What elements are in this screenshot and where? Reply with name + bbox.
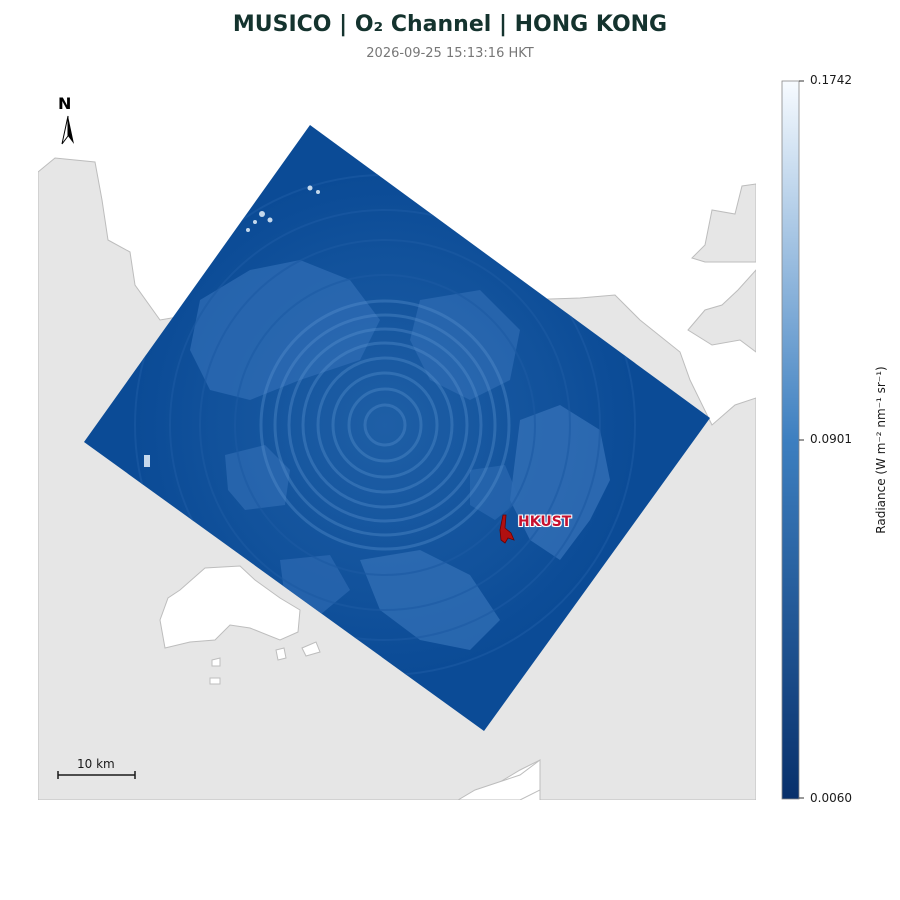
map-timestamp: 2026-09-25 15:13:16 HKT <box>366 46 534 61</box>
land-northeast <box>691 183 756 263</box>
colorbar-min-label: 0.0060 <box>810 791 852 805</box>
island-2 <box>301 641 321 657</box>
scale-bar-label: 10 km <box>77 757 115 771</box>
map-title: MUSICO | O₂ Channel | HONG KONG <box>232 12 668 37</box>
island-1 <box>275 647 287 661</box>
scale-bar <box>57 771 136 779</box>
north-arrow-icon <box>61 115 74 145</box>
hkust-marker-icon[interactable] <box>499 514 515 544</box>
water-channel-south <box>159 565 301 649</box>
radiance-swath <box>84 125 710 731</box>
colorbar <box>781 80 800 800</box>
colorbar-title: Radiance (W m⁻² nm⁻¹ sr⁻¹) <box>874 366 888 534</box>
island-3 <box>211 657 221 667</box>
colorbar-max-label: 0.1742 <box>810 73 852 87</box>
colorbar-mid-label: 0.0901 <box>810 432 852 446</box>
north-label: N <box>58 94 72 113</box>
hkust-site-label[interactable]: HKUST <box>518 514 572 530</box>
water-channel-southeast <box>457 759 541 800</box>
island-4 <box>209 677 221 685</box>
land-east-peninsula <box>687 269 756 353</box>
